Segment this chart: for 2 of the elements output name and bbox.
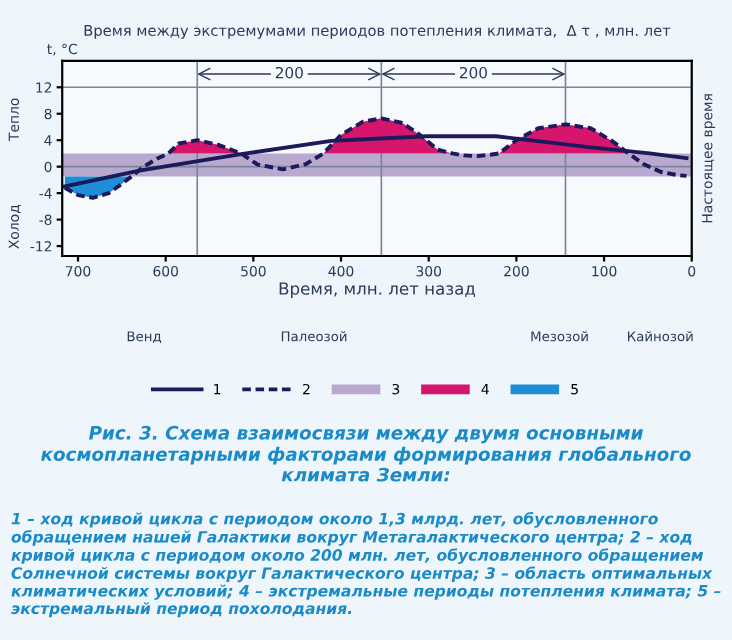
text: Рис. 3. Схема взаимосвязи между двумя основными космопланетарными факторами формирования глобального климата Земли: bbox=[41, 425, 691, 482]
x-axis-title: Время, млн. лет назад bbox=[279, 282, 476, 299]
